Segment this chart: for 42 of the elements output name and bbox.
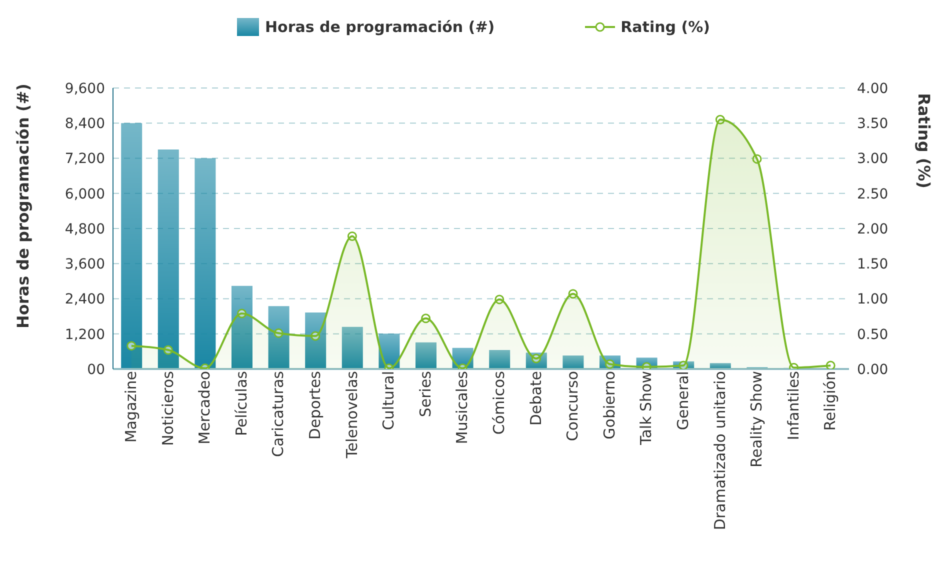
y2-tick-label: 3.50 [857, 116, 888, 132]
y-tick-label: 2,400 [64, 292, 105, 308]
x-tick-label: Cultural [380, 371, 398, 430]
y2-tick-label: 1.00 [857, 292, 888, 308]
x-tick-label: Infantiles [784, 370, 802, 440]
y-tick-label: 3,600 [64, 256, 105, 273]
y-tick-label: 4,800 [64, 221, 105, 238]
x-tick-label: Series [416, 370, 434, 418]
x-tick-label: Películas [232, 370, 250, 436]
x-tick-label: Gobierno [600, 371, 618, 440]
y2-tick-label: 3.00 [857, 151, 888, 168]
y-tick-label: 9,600 [64, 80, 105, 97]
x-tick-label: General [674, 371, 692, 430]
x-tick-label: Debate [526, 371, 545, 426]
y2-tick-label: 2.50 [857, 186, 888, 202]
x-tick-label: Musicales [453, 370, 472, 444]
x-tick-label: Dramatizado unitario [710, 371, 729, 530]
y-tick-label: 00 [87, 362, 105, 378]
x-tick-label: Deportes [306, 370, 324, 440]
y2-tick-label: 2.00 [857, 221, 888, 238]
y2-axis-title: Rating (%) [914, 93, 934, 188]
legend-label: Horas de programación (#) [264, 18, 495, 36]
x-tick-label: Concurso [564, 371, 582, 442]
x-tick-label: Caricaturas [269, 370, 288, 458]
y2-tick-label: 0.50 [857, 326, 888, 343]
y2-tick-label: 4.00 [857, 80, 888, 97]
y-tick-label: 8,400 [64, 116, 105, 132]
y2-tick-label: 0.00 [857, 362, 888, 378]
y-tick-label: 7,200 [64, 151, 105, 168]
y2-tick-label: 1.50 [857, 256, 888, 273]
y-tick-label: 1,200 [64, 326, 105, 343]
legend-label: Rating (%) [620, 18, 710, 36]
x-tick-label: Noticieros [158, 370, 177, 446]
x-tick-label: Mercadeo [196, 371, 214, 444]
x-tick-label: Cómicos [490, 370, 508, 435]
x-tick-label: Reality Show [748, 371, 766, 468]
x-tick-label: Telenovelas [342, 370, 361, 460]
y-axis-title: Horas de programación (#) [14, 84, 33, 328]
y-tick-label: 6,000 [64, 186, 105, 202]
x-tick-label: Talk Show [637, 371, 656, 446]
x-tick-label: Religión [821, 371, 840, 431]
x-tick-label: Magazine [122, 371, 140, 443]
